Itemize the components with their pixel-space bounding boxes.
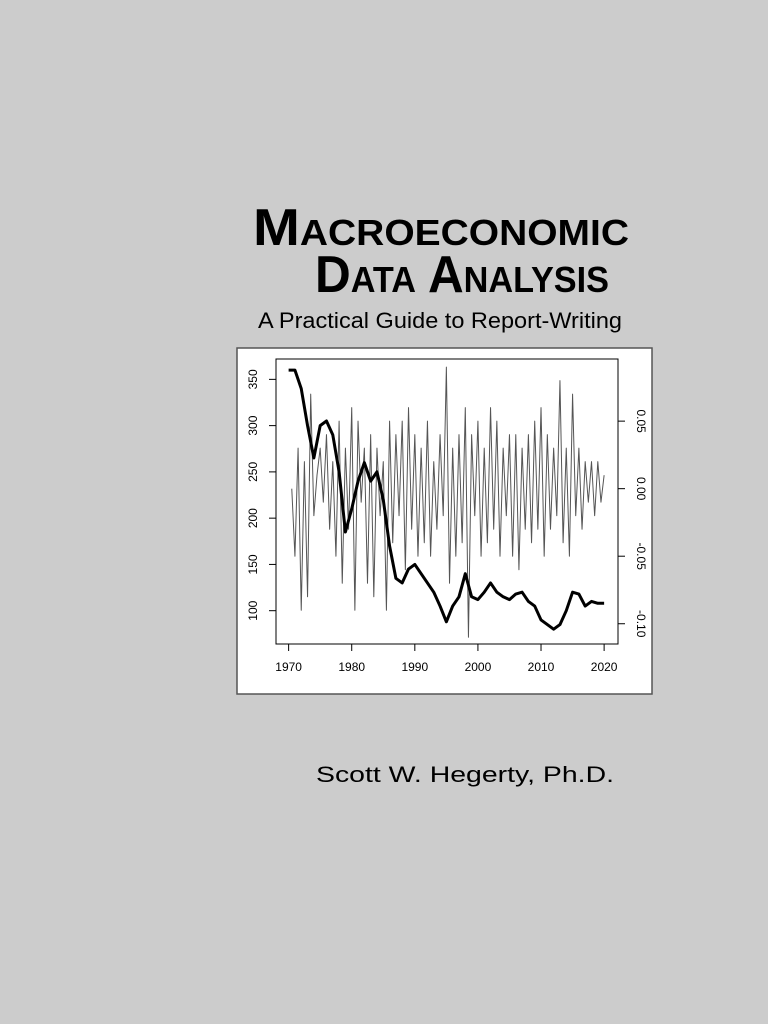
x-tick-label: 1970: [275, 660, 302, 674]
series-line: [288, 368, 605, 631]
x-tick-label: 2010: [528, 660, 555, 674]
y-tick-label: 100: [246, 600, 260, 620]
y2-tick-label: -0.10: [634, 610, 648, 638]
y-tick-label: 150: [246, 554, 260, 574]
author: Scott W. Hegerty, Ph.D.: [316, 762, 614, 787]
subtitle: A Practical Guide to Report-Writing: [258, 308, 622, 333]
x-tick-label: 1980: [338, 660, 365, 674]
y2-tick-label: 0.00: [634, 477, 648, 501]
y2-tick-label: -0.05: [634, 543, 648, 571]
x-tick-label: 1990: [401, 660, 428, 674]
y2-tick-label: 0.05: [634, 409, 648, 433]
title-line-1: Macroeconomic: [253, 199, 629, 257]
y-tick-label: 200: [246, 508, 260, 528]
plot-area: [275, 358, 619, 645]
y-tick-label: 300: [246, 415, 260, 435]
y-tick-label: 250: [246, 462, 260, 482]
title-line-2: Data Analysis: [315, 246, 609, 304]
y-tick-label: 350: [246, 369, 260, 389]
x-tick-label: 2020: [591, 660, 618, 674]
x-tick-label: 2000: [465, 660, 492, 674]
